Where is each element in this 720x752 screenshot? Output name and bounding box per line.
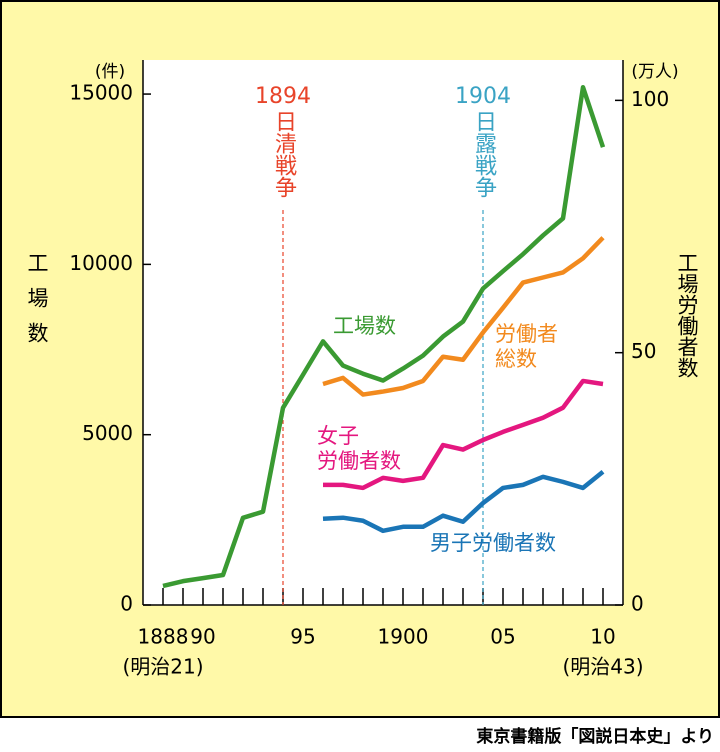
x-era-label: (明治43) (562, 655, 643, 679)
series-label: 工場数 (333, 314, 396, 338)
event-name: 日清戦争 (271, 110, 296, 198)
y2-tick-label: 100 (631, 87, 669, 111)
series-line (162, 85, 606, 589)
series-label: 男子労働者数 (430, 531, 556, 555)
series-line (323, 378, 604, 491)
x-tick-label: 1900 (378, 625, 429, 649)
y-tick-label: 5000 (82, 421, 133, 445)
series-line (322, 236, 605, 397)
y-axis-title: 工場数 (25, 252, 49, 357)
y2-tick-label: 0 (631, 592, 644, 616)
series-line (322, 470, 605, 534)
y-tick-label: 0 (120, 592, 133, 616)
y2-tick-label: 50 (631, 339, 656, 363)
x-era-label: (明治21) (122, 655, 203, 679)
x-tick-label: 90 (190, 625, 215, 649)
series-label: 労働者 総数 (495, 322, 558, 371)
y-tick-label: 10000 (69, 251, 133, 275)
x-tick-label: 10 (590, 625, 615, 649)
y-tick-label: 15000 (69, 81, 133, 105)
x-tick-label: 95 (290, 625, 315, 649)
source: 東京書籍版「図説日本史」より (476, 727, 714, 747)
event-year: 1894 (255, 84, 311, 109)
y2-axis-title: 工場労働者数 (675, 252, 699, 378)
x-tick-label: 05 (490, 625, 515, 649)
event-year: 1904 (455, 84, 511, 109)
y2-unit: (万人) (631, 62, 678, 82)
event-name: 日露戦争 (471, 110, 496, 198)
x-tick-label: 1888 (138, 625, 189, 649)
y-unit: (件) (95, 62, 125, 82)
series-label: 女子 労働者数 (317, 424, 401, 473)
plot-area (143, 60, 623, 605)
